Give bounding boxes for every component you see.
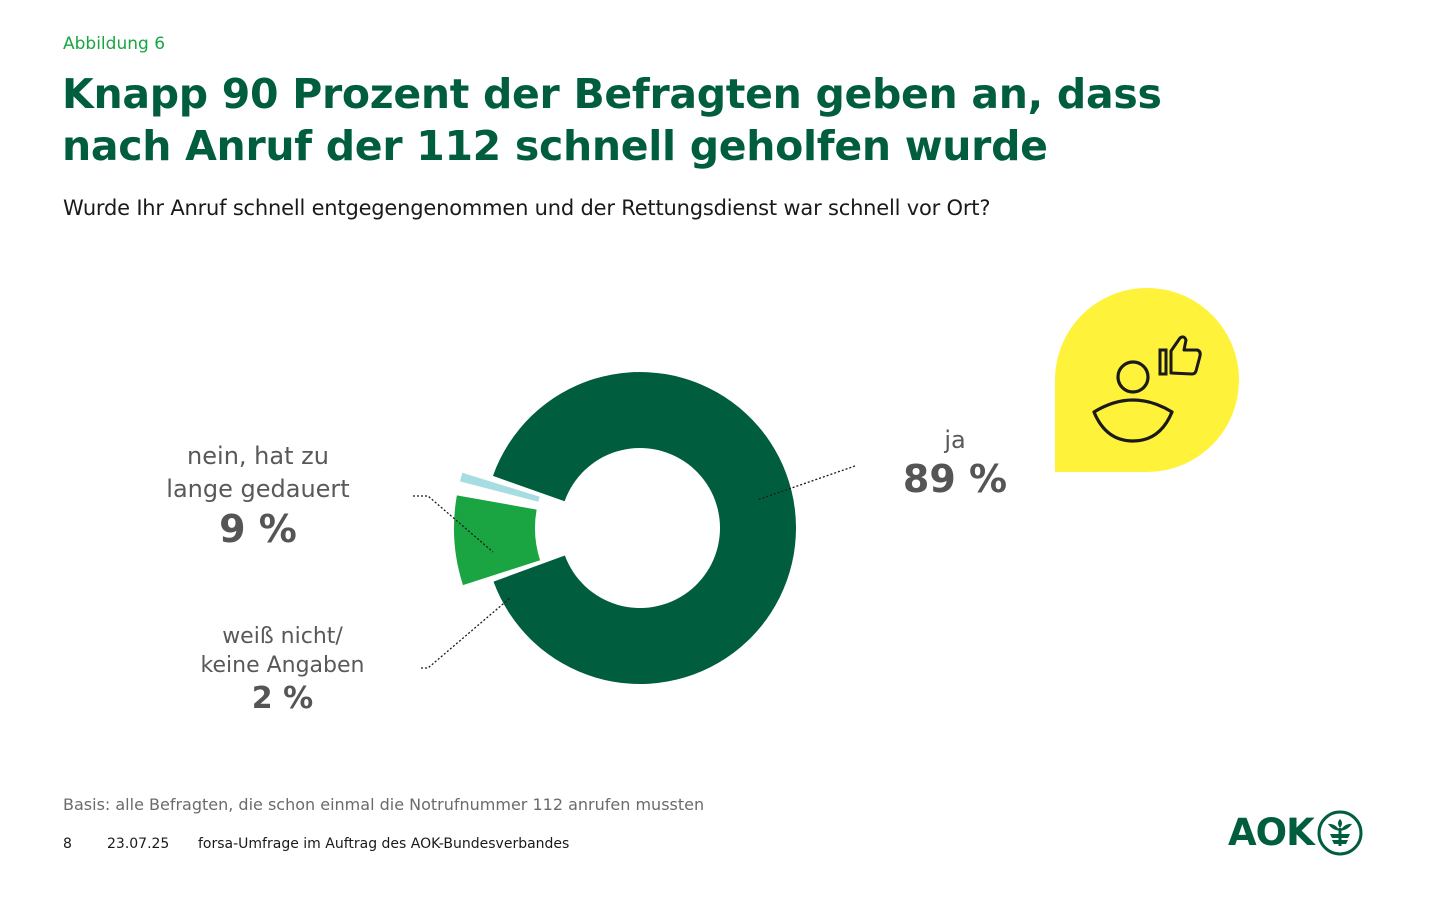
person-thumbs-up-icon [1054,288,1239,472]
leader-line-ja [756,465,856,501]
leader-line-nein [413,495,494,553]
label-nein-line-1: nein, hat zu [187,442,329,470]
chart-question: Wurde Ihr Anruf schnell entgegengenommen… [63,196,991,220]
aok-logo-text: AOK [1228,811,1315,854]
label-weiss-line-1: weiß nicht/ [222,624,343,649]
label-nein: nein, hat zu lange gedauert 9 % [118,440,398,552]
footer-source: forsa-Umfrage im Auftrag des AOK-Bundesv… [198,836,570,852]
title-line-1: Knapp 90 Prozent der Befragten geben an,… [62,70,1162,118]
page-number: 8 [63,836,72,852]
slice-weiss-nicht [459,472,540,502]
label-ja-line-1: ja [944,426,966,454]
aok-tree-icon [1317,810,1363,856]
footer-date: 23.07.25 [107,836,170,852]
basis-note: Basis: alle Befragten, die schon einmal … [63,795,705,814]
label-ja: ja 89 % [870,424,1040,501]
label-ja-percent: 89 % [902,457,1008,501]
label-weiss-percent: 2 % [251,681,314,716]
aok-logo: AOK [1228,808,1364,858]
label-nein-line-2: lange gedauert [166,475,350,503]
slice-ja [492,371,796,684]
figure-label: Abbildung 6 [63,34,166,54]
slice-nein [454,495,541,586]
label-nein-percent: 9 % [219,507,297,551]
label-weiss-nicht: weiß nicht/ keine Angaben 2 % [165,622,400,718]
title-line-2: nach Anruf der 112 schnell geholfen wurd… [62,122,1048,170]
leader-line-weiss [421,597,511,669]
label-weiss-line-2: keine Angaben [200,653,365,678]
page-title: Knapp 90 Prozent der Befragten geben an,… [62,68,1262,172]
